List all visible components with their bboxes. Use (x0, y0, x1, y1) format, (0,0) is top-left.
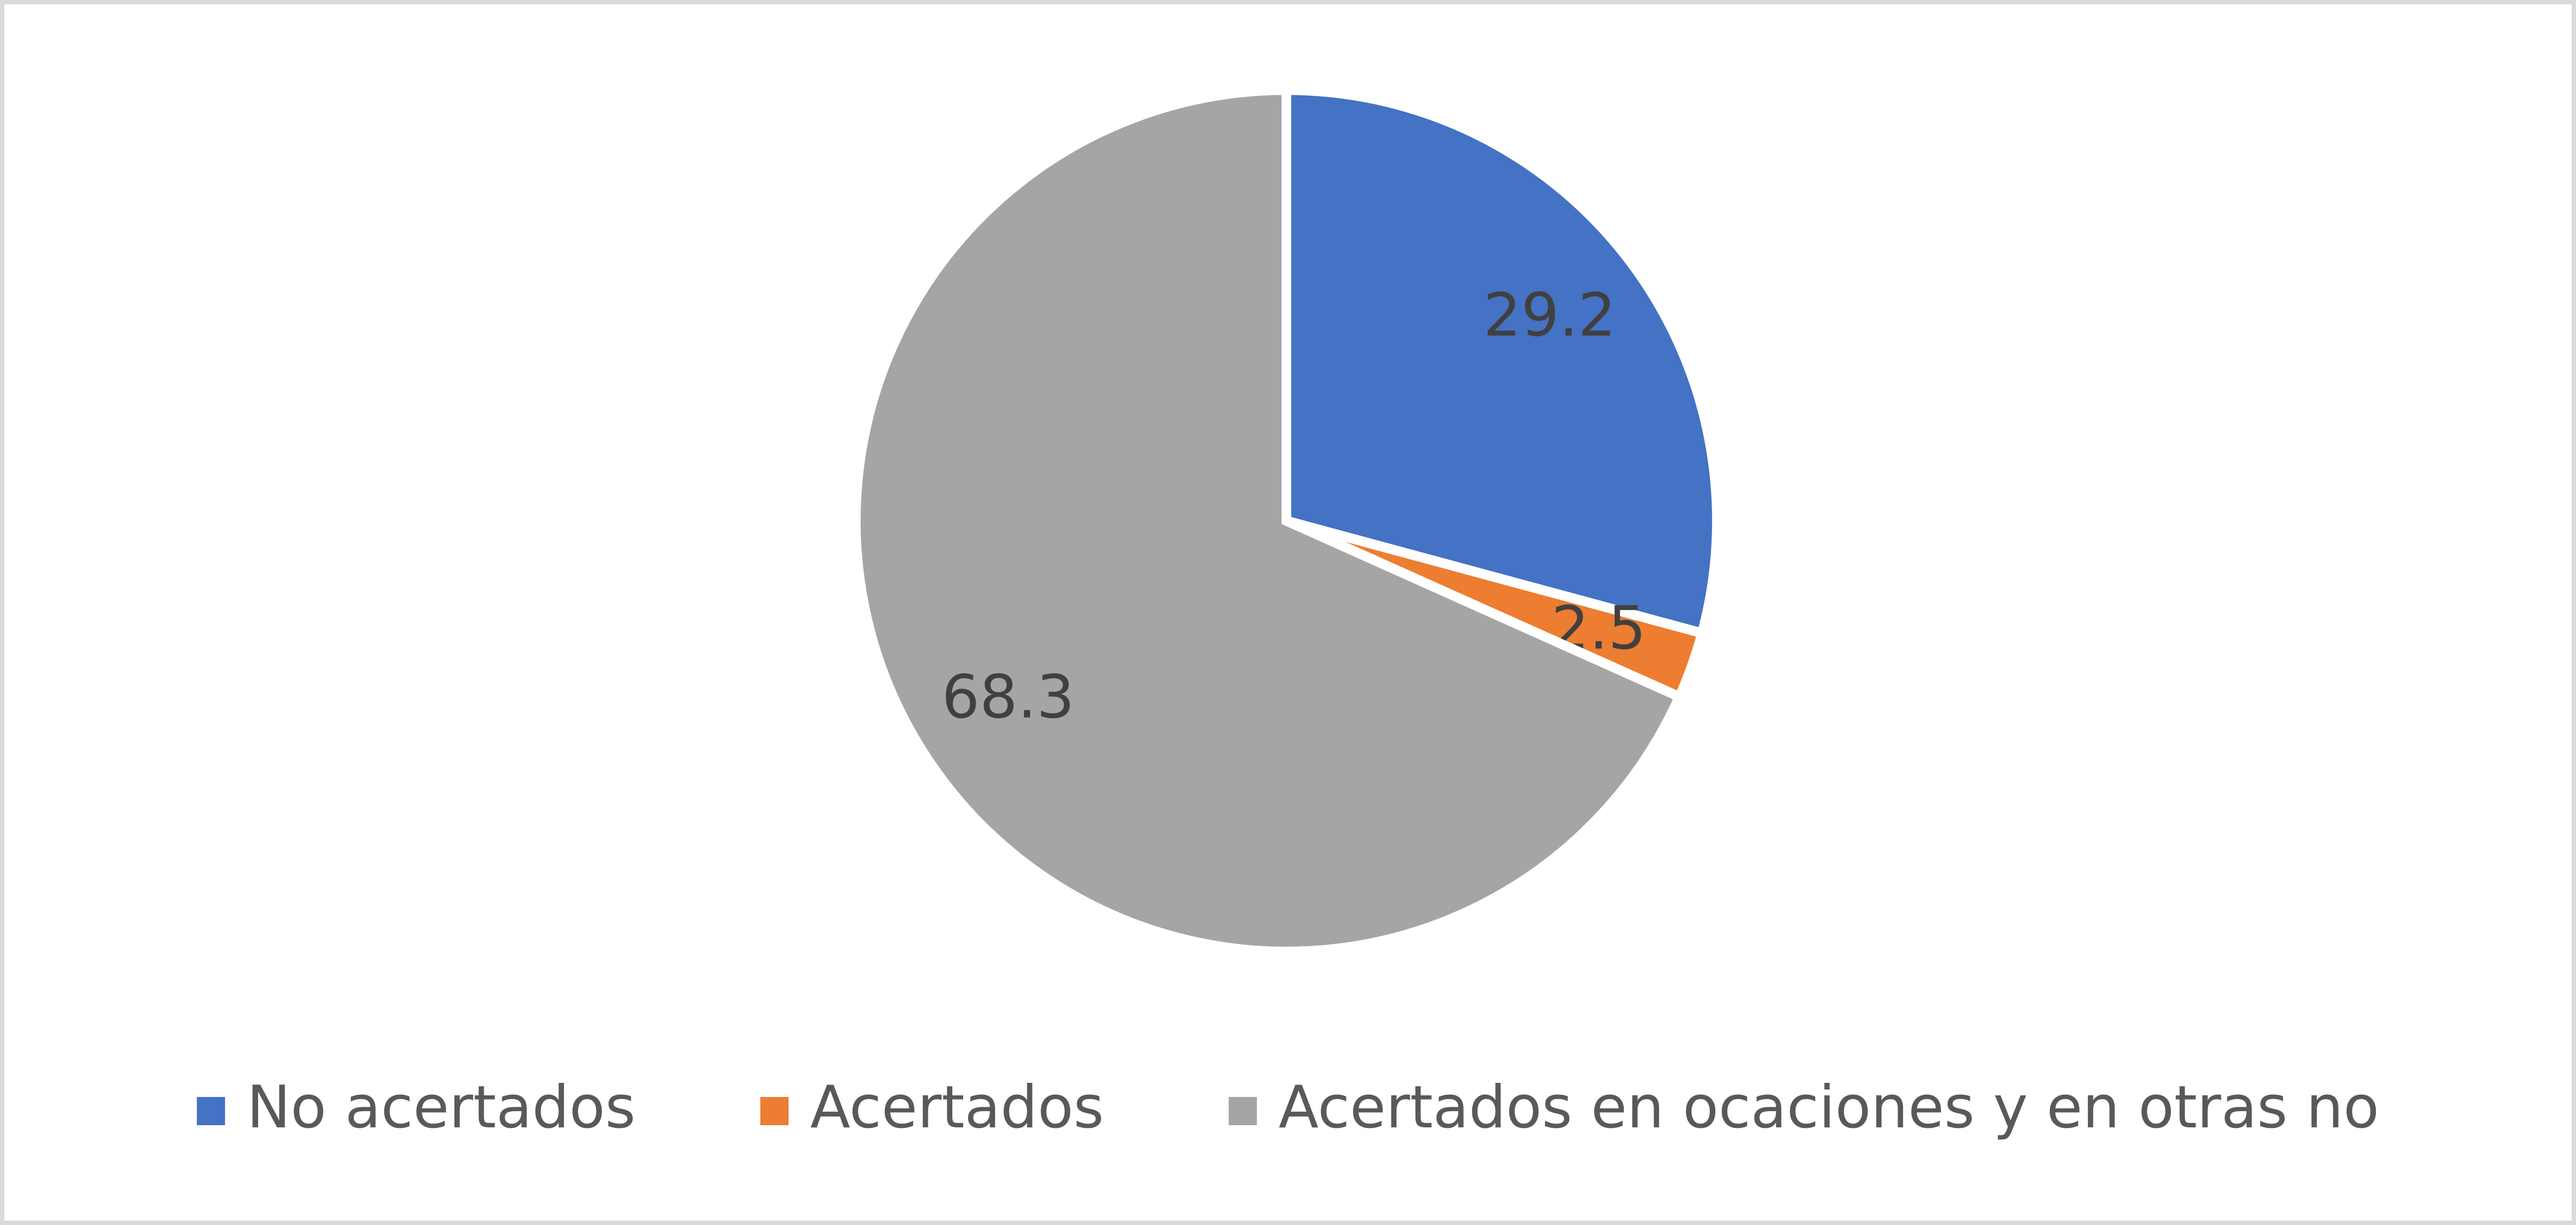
pie-slice (1281, 85, 1722, 640)
legend-swatch (1228, 1097, 1257, 1125)
data-label: 29.2 (1483, 280, 1616, 350)
data-label: 68.3 (941, 662, 1074, 732)
legend-swatch (196, 1097, 225, 1125)
legend-swatch (760, 1097, 789, 1125)
legend-label: Acertados (810, 1074, 1104, 1141)
legend-label: Acertados en ocaciones y en otras no (1279, 1074, 2379, 1141)
legend-label: No acertados (247, 1074, 636, 1141)
pie-slice (851, 85, 1686, 956)
